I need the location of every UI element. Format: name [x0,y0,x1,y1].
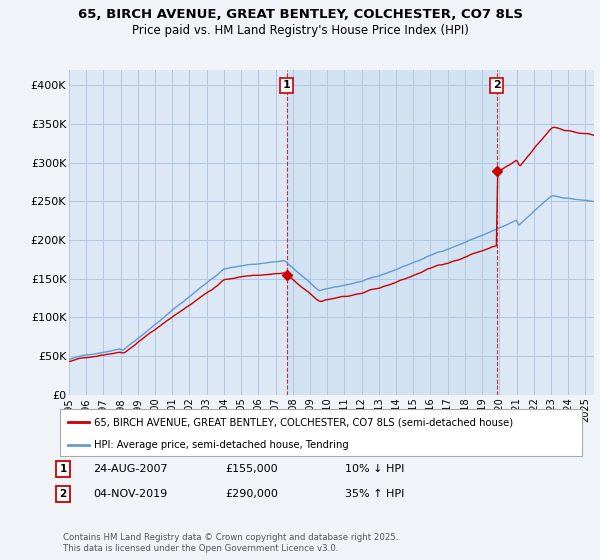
Text: 1: 1 [59,464,67,474]
Text: 65, BIRCH AVENUE, GREAT BENTLEY, COLCHESTER, CO7 8LS: 65, BIRCH AVENUE, GREAT BENTLEY, COLCHES… [77,8,523,21]
Text: 24-AUG-2007: 24-AUG-2007 [93,464,167,474]
Text: 65, BIRCH AVENUE, GREAT BENTLEY, COLCHESTER, CO7 8LS (semi-detached house): 65, BIRCH AVENUE, GREAT BENTLEY, COLCHES… [94,417,513,427]
Bar [287,70,497,395]
Text: 1: 1 [283,81,290,91]
Text: £290,000: £290,000 [225,489,278,499]
Text: 10% ↓ HPI: 10% ↓ HPI [345,464,404,474]
Text: 2: 2 [493,81,500,91]
Text: HPI: Average price, semi-detached house, Tendring: HPI: Average price, semi-detached house,… [94,440,349,450]
Text: Contains HM Land Registry data © Crown copyright and database right 2025.
This d: Contains HM Land Registry data © Crown c… [63,533,398,553]
Text: 04-NOV-2019: 04-NOV-2019 [93,489,167,499]
Text: 35% ↑ HPI: 35% ↑ HPI [345,489,404,499]
Text: Price paid vs. HM Land Registry's House Price Index (HPI): Price paid vs. HM Land Registry's House … [131,24,469,36]
Text: 2: 2 [59,489,67,499]
Text: £155,000: £155,000 [225,464,278,474]
